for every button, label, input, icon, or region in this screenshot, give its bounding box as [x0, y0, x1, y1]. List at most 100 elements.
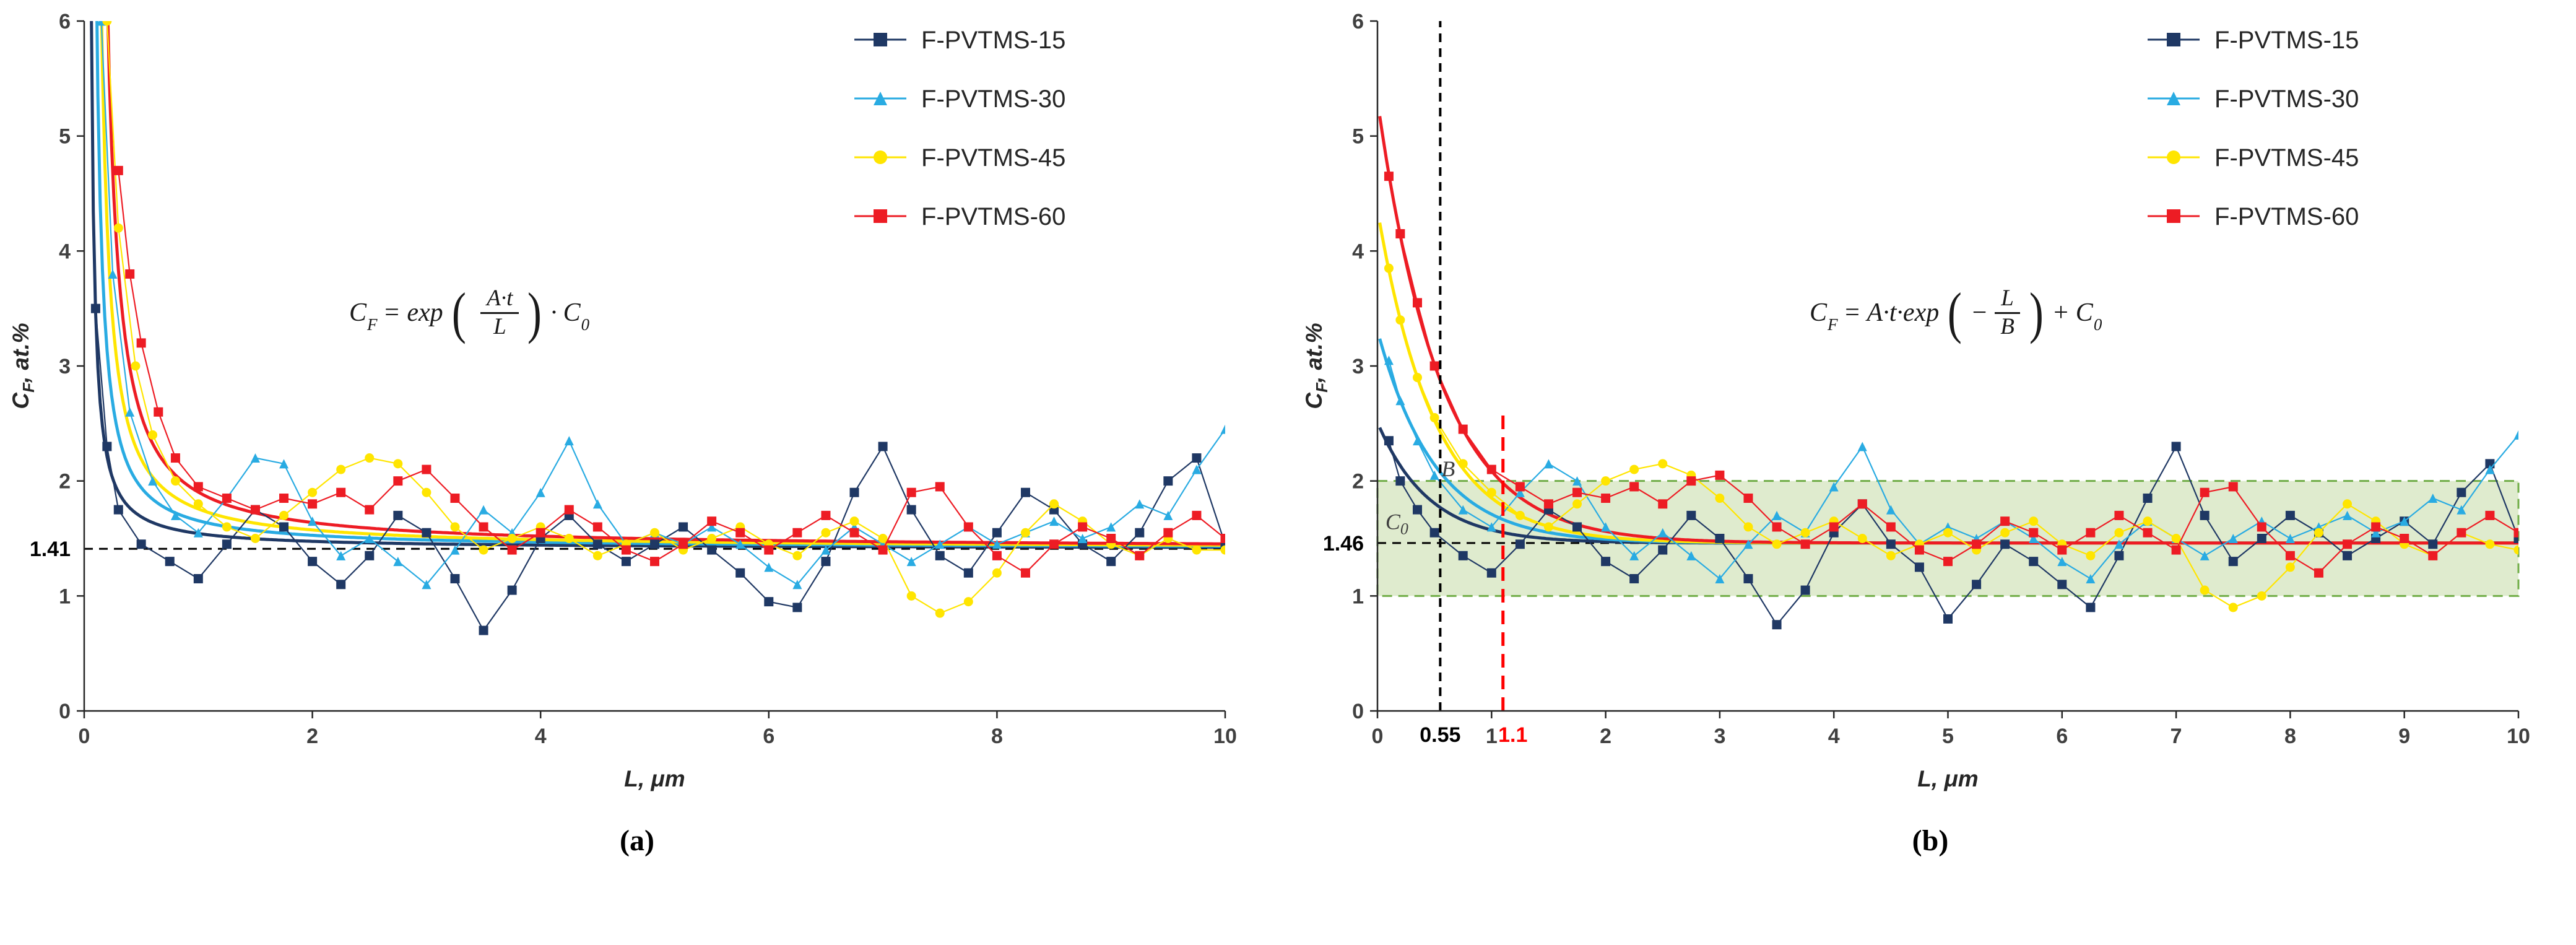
data-marker: [1857, 534, 1867, 543]
data-marker: [992, 539, 1002, 549]
data-marker: [2485, 464, 2495, 474]
data-marker: [564, 505, 574, 515]
data-marker: [707, 534, 717, 543]
y-tick-label: 0: [1352, 700, 1364, 723]
data-marker: [136, 539, 146, 549]
data-marker: [1515, 487, 1525, 497]
data-marker: [1413, 373, 1423, 383]
data-marker: [1413, 505, 1423, 515]
data-marker: [1192, 464, 1202, 474]
data-marker: [1192, 510, 1202, 520]
open-paren: (: [451, 281, 466, 344]
data-marker: [821, 528, 831, 538]
data-marker: [1163, 510, 1173, 520]
data-marker: [592, 522, 602, 532]
data-marker: [1078, 534, 1088, 543]
data-marker: [1800, 539, 1810, 549]
data-marker: [963, 568, 973, 578]
data-marker: [1106, 522, 1116, 532]
data-marker: [792, 551, 802, 560]
data-marker: [148, 476, 158, 486]
data-marker: [422, 464, 432, 474]
data-marker: [1743, 573, 1753, 583]
data-marker: [250, 453, 260, 463]
data-marker: [2029, 557, 2039, 567]
data-marker: [136, 338, 146, 348]
data-marker: [422, 528, 432, 538]
data-marker: [1020, 487, 1030, 497]
x-axis-title: L, μm: [624, 766, 685, 791]
data-marker: [1384, 436, 1394, 446]
data-marker: [450, 573, 460, 583]
data-marker: [422, 580, 432, 590]
data-marker: [1078, 522, 1088, 532]
close-paren: ): [2029, 281, 2044, 344]
data-marker: [1715, 470, 1725, 480]
data-marker: [592, 539, 602, 549]
data-marker: [1829, 522, 1839, 532]
data-marker: [1601, 522, 1611, 532]
data-marker: [250, 534, 260, 543]
legend-item-F-PVTMS-60: F-PVTMS-60: [2148, 203, 2359, 230]
data-marker: [193, 482, 203, 492]
data-marker: [336, 464, 346, 474]
data-marker: [2428, 551, 2438, 560]
plot-area: [90, 21, 1225, 635]
data-marker: [2057, 545, 2067, 555]
data-marker: [878, 442, 888, 451]
data-marker: [2000, 528, 2010, 538]
circle-legend-marker-icon: [2167, 150, 2181, 164]
data-marker: [621, 557, 631, 567]
data-marker: [621, 545, 631, 555]
data-marker: [170, 453, 180, 463]
y-axis-title: CF, at.%: [8, 323, 38, 409]
x-tick-label: 6: [2056, 725, 2068, 748]
data-marker: [1220, 545, 1225, 555]
data-marker: [935, 482, 945, 492]
data-marker: [507, 545, 517, 555]
legend-item-F-PVTMS-15: F-PVTMS-15: [2148, 27, 2359, 54]
data-marker: [308, 487, 318, 497]
x-axis-title: L, μm: [1917, 766, 1978, 791]
data-marker: [2114, 528, 2124, 538]
data-marker: [2228, 603, 2238, 612]
data-marker: [2428, 494, 2438, 503]
data-marker: [308, 499, 318, 509]
data-marker: [2057, 580, 2067, 590]
data-marker: [1715, 494, 1725, 503]
data-marker: [1515, 482, 1525, 492]
data-marker: [735, 568, 745, 578]
asymptote-value-label: 1.41: [30, 538, 71, 561]
data-marker: [764, 545, 774, 555]
data-marker: [935, 608, 945, 618]
data-marker: [1572, 499, 1582, 509]
data-marker: [2143, 528, 2153, 538]
data-marker: [564, 534, 574, 543]
y-tick-label: 4: [59, 240, 71, 263]
y-tick-label: 3: [59, 355, 71, 378]
data-marker: [450, 545, 460, 555]
data-marker: [1429, 361, 1439, 371]
legend-label: F-PVTMS-45: [2214, 144, 2359, 172]
data-marker: [1020, 528, 1030, 538]
data-marker: [1658, 528, 1668, 538]
data-marker: [154, 407, 163, 417]
data-marker: [1715, 573, 1725, 583]
x-tick-label: 7: [2171, 725, 2182, 748]
data-marker: [2343, 539, 2353, 549]
data-marker: [2200, 510, 2210, 520]
y-tick-label: 1: [59, 585, 71, 608]
x-tick-label: 0: [79, 725, 90, 748]
x-tick-label: 4: [535, 725, 547, 748]
data-marker: [2171, 534, 2181, 543]
y-tick-label: 5: [59, 125, 71, 149]
data-marker: [906, 487, 916, 497]
data-marker: [250, 505, 260, 515]
chart-a: 0 2 4 6 8 10 0 1 2 3 4 5 6 1.41 L, μm CF, at.% F-PVTMS-1…: [8, 10, 1237, 791]
data-marker: [1413, 298, 1423, 308]
data-marker: [1601, 476, 1611, 486]
data-marker: [963, 522, 973, 532]
data-marker: [707, 522, 717, 532]
data-marker: [193, 528, 203, 538]
